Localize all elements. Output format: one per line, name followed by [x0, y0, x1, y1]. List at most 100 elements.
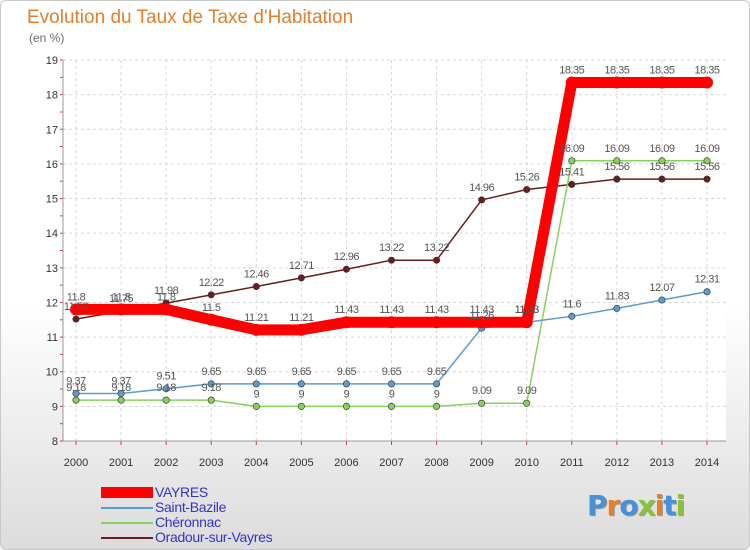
y-tick-label: 9	[52, 401, 58, 413]
data-label: 9.09	[517, 385, 537, 397]
logo-letter: i	[675, 489, 686, 522]
data-label: 12.46	[244, 269, 269, 281]
data-point	[565, 76, 578, 89]
data-point	[162, 385, 170, 393]
x-tick-label: 2001	[109, 457, 133, 469]
data-label: 11.8	[157, 291, 176, 303]
x-tick-label: 2014	[695, 457, 719, 469]
data-point	[252, 283, 260, 291]
legend-label: Saint-Bazile	[155, 499, 227, 515]
data-point	[160, 303, 173, 316]
data-point	[475, 316, 488, 329]
logo-letter: o	[619, 489, 638, 522]
x-tick-label: 2006	[334, 457, 358, 469]
data-point	[387, 380, 395, 388]
data-point	[613, 175, 621, 183]
plot-area	[63, 60, 726, 441]
data-point	[520, 316, 533, 329]
y-tick-label: 10	[46, 367, 58, 379]
x-tick-label: 2004	[244, 457, 268, 469]
data-point	[613, 304, 621, 312]
data-label: 18.35	[649, 65, 674, 77]
x-tick-label: 2008	[424, 457, 448, 469]
data-label: 9.65	[247, 366, 267, 378]
data-point	[342, 380, 350, 388]
data-label: 11.8	[67, 291, 86, 303]
data-point	[72, 396, 80, 404]
data-label: 15.56	[604, 161, 629, 173]
data-label: 9	[299, 388, 305, 400]
data-point	[252, 380, 260, 388]
data-label: 16.09	[694, 143, 719, 155]
data-label: 11.75	[109, 293, 134, 305]
y-tick-label: 13	[46, 263, 58, 275]
data-label: 9.65	[427, 366, 447, 378]
data-point	[703, 175, 711, 183]
data-point	[342, 402, 350, 410]
data-label: 9.37	[66, 376, 86, 388]
data-point	[701, 76, 713, 89]
x-tick-label: 2007	[379, 457, 403, 469]
data-point	[297, 274, 305, 282]
y-axis-label: (en %)	[29, 31, 65, 45]
data-point	[703, 288, 711, 296]
data-point	[70, 303, 82, 316]
data-label: 9.51	[156, 371, 176, 383]
data-point	[72, 390, 80, 398]
data-point	[385, 316, 398, 329]
data-label: 13.22	[424, 242, 449, 254]
data-label: 11.43	[379, 304, 404, 316]
data-label: 12.96	[334, 251, 359, 263]
data-point	[433, 380, 441, 388]
data-point	[295, 323, 308, 336]
data-point	[658, 175, 666, 183]
data-point	[703, 157, 711, 165]
data-point	[205, 313, 218, 326]
x-tick-label: 2010	[514, 457, 538, 469]
data-point	[433, 256, 441, 264]
data-label: 11.52	[64, 301, 89, 313]
data-point	[430, 316, 443, 329]
data-label: 11.21	[289, 312, 314, 324]
data-point	[655, 76, 668, 89]
y-tick-label: 8	[52, 436, 58, 448]
data-label: 18.35	[604, 65, 629, 77]
y-tick-label: 12	[46, 297, 58, 309]
data-label: 11.43	[470, 304, 495, 316]
data-point	[478, 196, 486, 204]
data-point	[568, 157, 576, 165]
data-label: 12.71	[289, 260, 314, 272]
data-label: 18.35	[694, 65, 719, 77]
logo-letter: x	[637, 489, 656, 522]
data-point	[207, 396, 215, 404]
data-label: 15.41	[559, 166, 584, 178]
data-point	[72, 315, 80, 323]
legend-item-cheronnac[interactable]: Chéronnac	[101, 515, 272, 530]
data-label: 11.26	[470, 310, 495, 322]
logo-letter: t	[663, 489, 676, 522]
data-point	[387, 256, 395, 264]
y-tick-label: 16	[46, 159, 58, 171]
data-label: 11.43	[515, 304, 540, 316]
data-label: 9.18	[202, 382, 222, 394]
data-label: 11.43	[334, 304, 359, 316]
legend-item-oradour[interactable]: Oradour-sur-Vayres	[101, 530, 273, 545]
legend-item-saint-bazile[interactable]: Saint-Bazile	[101, 500, 272, 515]
legend-item-vayres[interactable]: VAYRES	[101, 485, 272, 500]
y-tick-label: 18	[46, 90, 58, 102]
logo-letter: r	[606, 489, 621, 522]
x-tick-label: 2000	[64, 457, 88, 469]
data-point	[297, 380, 305, 388]
data-label: 15.56	[649, 161, 674, 173]
x-tick-label: 2011	[560, 457, 584, 469]
data-label: 9	[253, 388, 259, 400]
legend: VAYRES Saint-Bazile Chéronnac Oradour-su…	[101, 485, 273, 545]
data-label: 11.5	[202, 302, 221, 314]
data-label: 16.09	[649, 143, 674, 155]
data-label: 9.65	[382, 366, 402, 378]
data-point	[568, 180, 576, 188]
data-point	[613, 157, 621, 165]
data-point	[433, 402, 441, 410]
data-label: 15.56	[694, 161, 719, 173]
